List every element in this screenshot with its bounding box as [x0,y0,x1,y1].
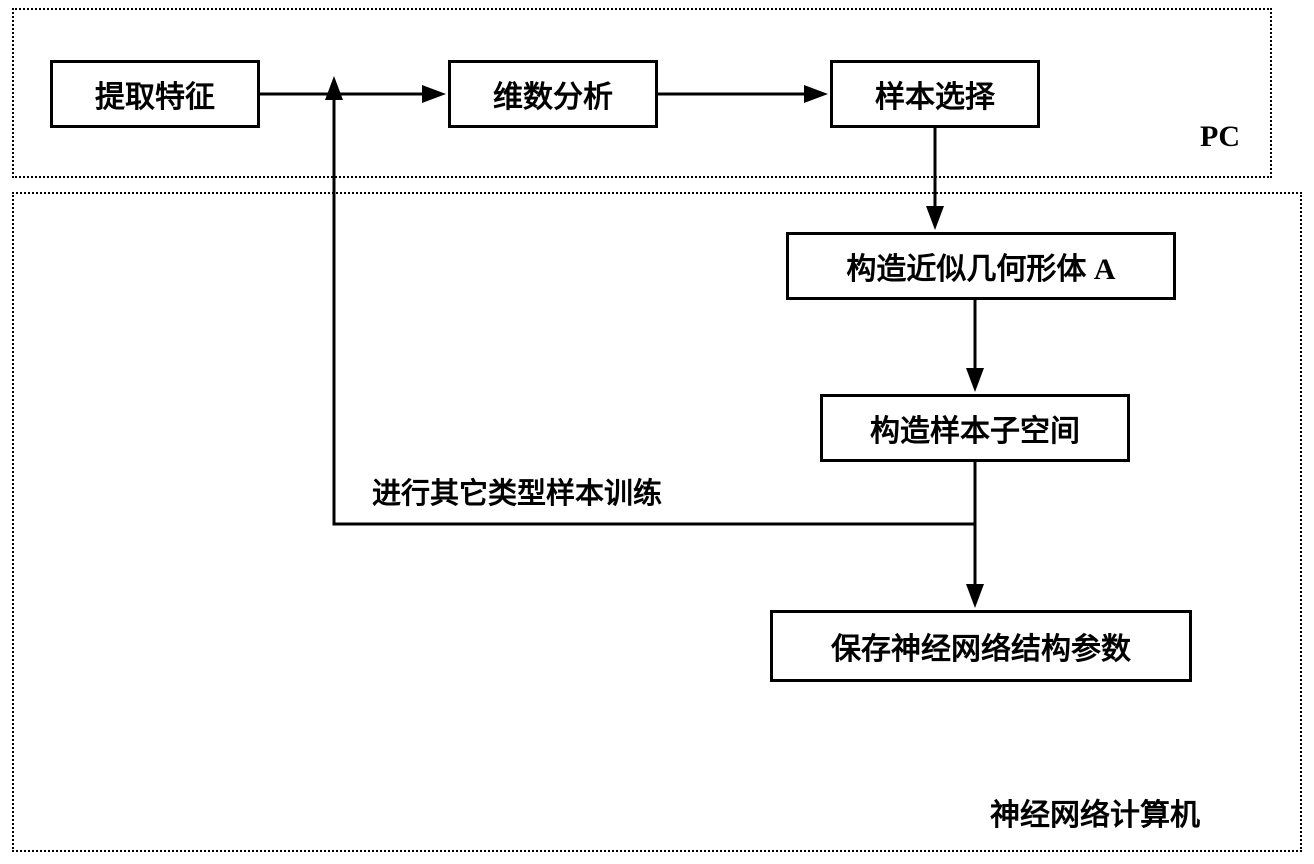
node-label: 构造近似几何形体 A [846,244,1115,288]
node-construct-subspace: 构造样本子空间 [820,394,1130,462]
nn-container-label: 神经网络计算机 [990,790,1200,834]
node-sample-selection: 样本选择 [830,60,1040,128]
node-label: 维数分析 [493,72,613,116]
node-label: 样本选择 [875,72,995,116]
loop-edge-label: 进行其它类型样本训练 [372,470,662,512]
node-construct-geometry: 构造近似几何形体 A [786,232,1176,300]
node-save-params: 保存神经网络结构参数 [770,610,1192,682]
node-dimension-analysis: 维数分析 [448,60,658,128]
node-extract-features: 提取特征 [50,60,260,128]
node-label: 构造样本子空间 [870,406,1080,450]
pc-container-label: PC [1200,120,1240,154]
node-label: 提取特征 [95,72,215,116]
node-label: 保存神经网络结构参数 [831,624,1131,668]
